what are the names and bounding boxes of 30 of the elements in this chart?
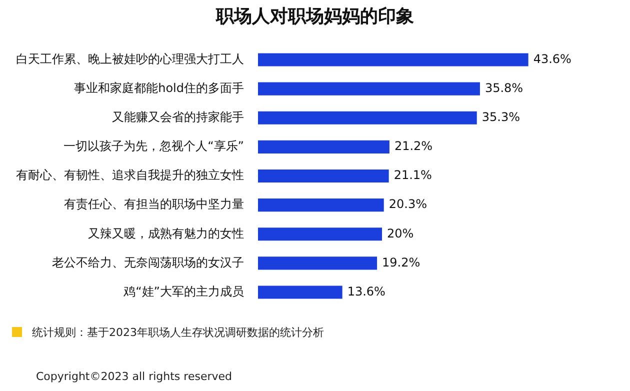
bar <box>258 111 477 124</box>
bar <box>258 228 382 241</box>
data-label: 43.6% <box>533 52 572 66</box>
bar <box>258 198 384 212</box>
bar <box>258 169 389 183</box>
y-tick-label: 老公不给力、无奈闯荡职场的女汉子 <box>52 255 244 270</box>
data-label: 20% <box>387 226 414 240</box>
data-label: 13.6% <box>347 284 386 298</box>
y-tick-label: 又辣又暖，成熟有魅力的女性 <box>88 226 244 240</box>
bar <box>258 286 342 299</box>
y-tick-label: 一切以孩子为先，忽视个人“享乐” <box>64 139 244 154</box>
data-label: 20.3% <box>388 197 427 212</box>
y-tick-label: 事业和家庭都能hold住的多面手 <box>74 80 244 95</box>
data-label: 21.2% <box>394 139 433 154</box>
bar <box>258 82 480 96</box>
data-label: 19.2% <box>382 255 420 270</box>
data-label: 21.1% <box>394 168 432 182</box>
bar <box>258 53 528 66</box>
data-label: 35.3% <box>482 110 520 124</box>
data-label: 35.8% <box>484 80 524 95</box>
bar <box>258 140 390 154</box>
y-tick-label: 白天工作累、晚上被娃吵的心理强大打工人 <box>16 52 244 66</box>
y-tick-label: 有耐心、有韧性、追求自我提升的独立女性 <box>16 168 244 182</box>
bar <box>258 256 378 270</box>
y-tick-label: 鸡“娃”大军的主力成员 <box>122 284 244 298</box>
y-tick-label: 有责任心、有担当的职场中坚力量 <box>64 197 244 212</box>
chart-title: 职场人对职场妈妈的印象 <box>214 5 415 29</box>
text: Copyright©2023 all rights reserved <box>36 370 232 383</box>
y-tick-label: 又能赚又会省的持家能手 <box>112 110 244 124</box>
text: 统计规则：基于2023年职场人生存状况调研数据的统计分析 <box>32 324 324 340</box>
